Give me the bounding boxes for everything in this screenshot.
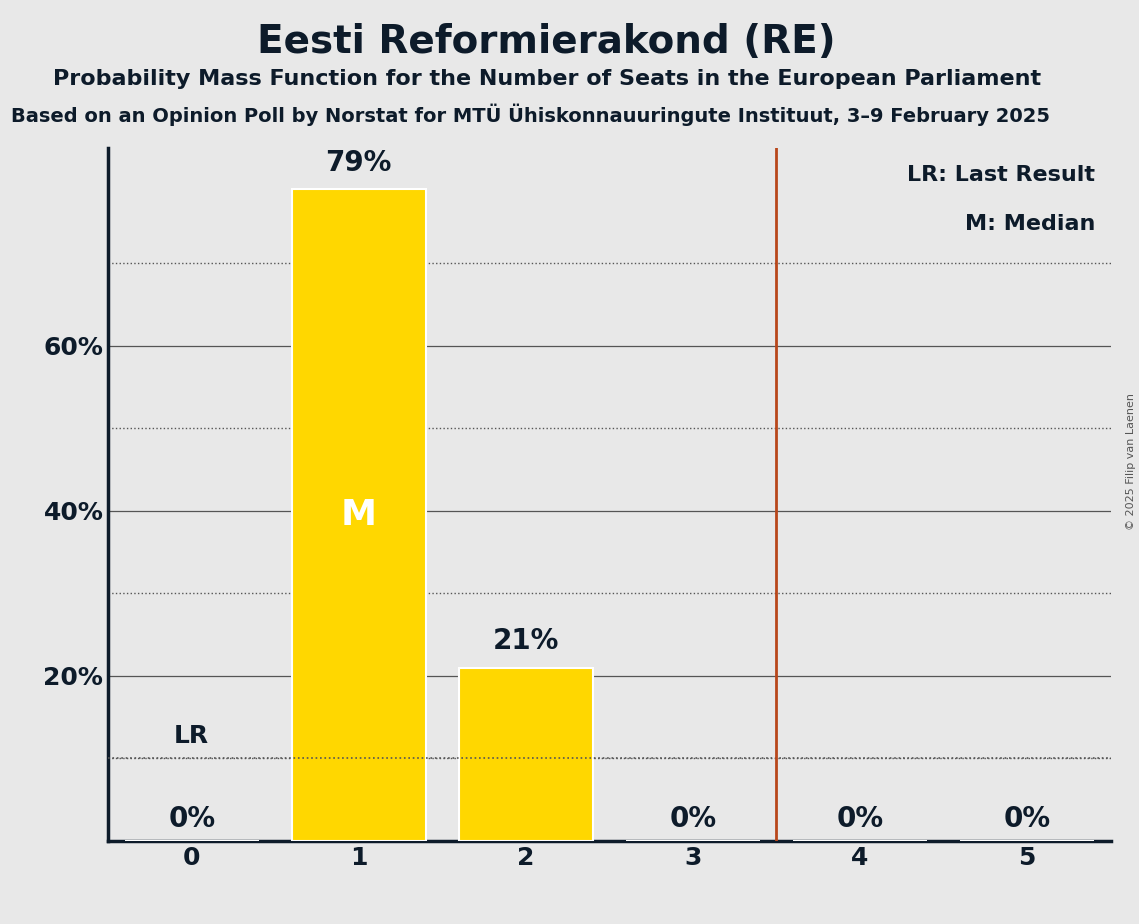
- Text: Eesti Reformierakond (RE): Eesti Reformierakond (RE): [257, 23, 836, 61]
- Text: 79%: 79%: [326, 149, 392, 176]
- Text: 0%: 0%: [836, 805, 884, 833]
- Text: 0%: 0%: [670, 805, 716, 833]
- Text: LR: LR: [174, 724, 210, 748]
- Text: LR: Last Result: LR: Last Result: [908, 165, 1096, 185]
- Bar: [292, 189, 426, 841]
- Text: M: M: [341, 498, 377, 532]
- Text: 21%: 21%: [493, 627, 559, 655]
- Text: © 2025 Filip van Laenen: © 2025 Filip van Laenen: [1126, 394, 1136, 530]
- Text: M: Median: M: Median: [965, 213, 1096, 234]
- Text: Probability Mass Function for the Number of Seats in the European Parliament: Probability Mass Function for the Number…: [52, 69, 1041, 90]
- Bar: [459, 667, 592, 841]
- Text: Based on an Opinion Poll by Norstat for MTÜ Ühiskonnauuringute Instituut, 3–9 Fe: Based on an Opinion Poll by Norstat for …: [11, 103, 1050, 126]
- Text: 0%: 0%: [169, 805, 215, 833]
- Text: 0%: 0%: [1003, 805, 1050, 833]
